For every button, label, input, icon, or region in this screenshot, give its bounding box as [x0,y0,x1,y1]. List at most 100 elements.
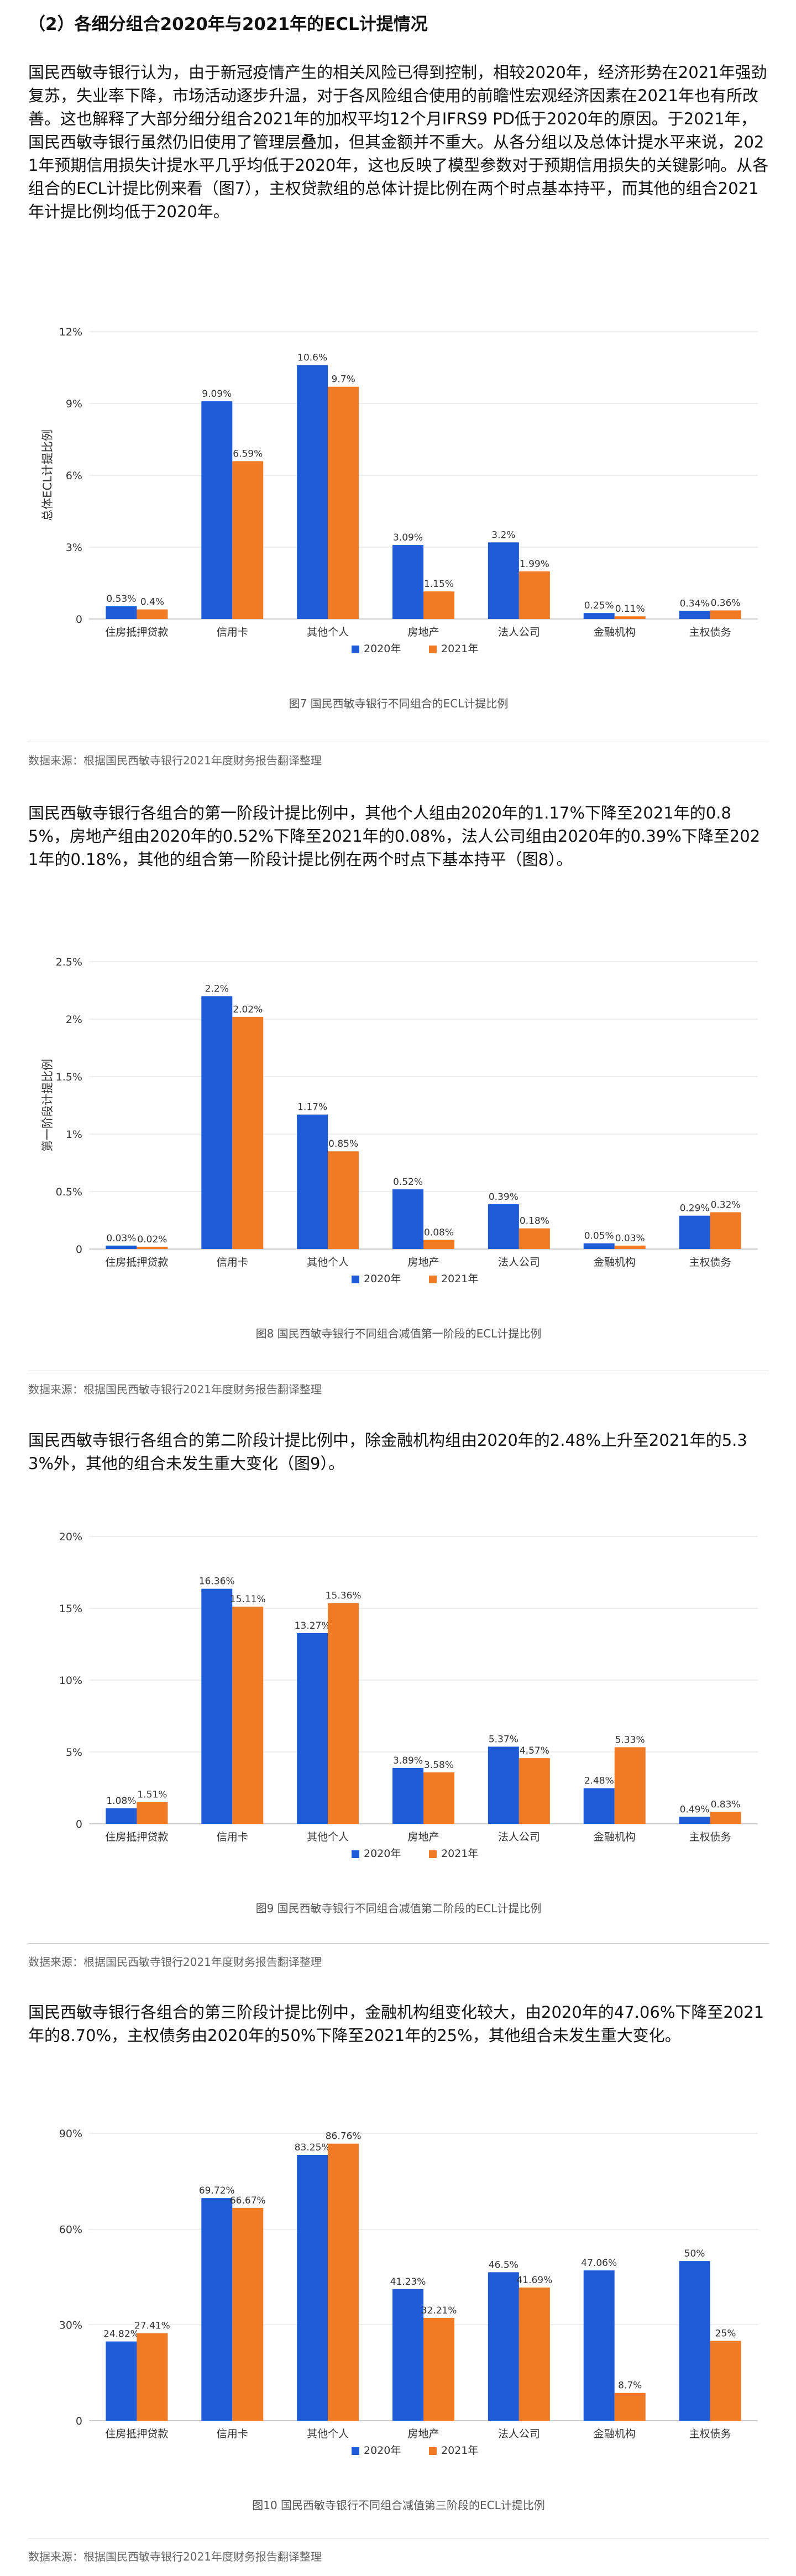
y-tick-label: 1.5% [56,1071,82,1083]
x-tick-label: 房地产 [407,1256,439,1268]
bar-2020 [106,1808,137,1824]
data-label: 0.02% [137,1234,167,1245]
bar-2021 [710,1812,741,1824]
bar-2021 [137,2333,168,2421]
data-label: 3.89% [393,1755,423,1766]
source-note: 数据来源：根据国民西敏寺银行2021年度财务报告翻译整理 [28,1383,322,1396]
data-label: 9.7% [332,374,355,385]
bar-2020 [297,1633,328,1824]
data-label: 0.52% [393,1177,423,1188]
data-label: 10.6% [297,353,327,364]
bar-2021 [423,1772,454,1824]
bar-2021 [137,609,168,619]
x-tick-label: 金融机构 [594,1256,636,1268]
y-axis-title: 总体ECL计提比例 [41,429,54,521]
data-label: 0.05% [584,1231,614,1242]
x-tick-label: 主权债务 [689,626,731,638]
legend-swatch [429,1276,437,1283]
x-tick-label: 主权债务 [689,1256,731,1268]
bar-2021 [710,1212,741,1249]
bar-2021 [614,1245,646,1249]
x-tick-label: 住房抵押贷款 [105,1256,168,1268]
bar-2021 [328,1603,359,1824]
figure-10-chart: 0 30% 60% 90% 24.82%27.41% 住房抵押贷款 69.72%66.67%… [59,2128,758,2512]
bar-2021 [137,1246,168,1249]
figure-9-chart: 0 5% 10% 15% 20% 1.08%1.51% 住房抵押贷款 16.36% 15.11%… [59,1531,758,1915]
legend-label: 2021年 [441,2444,478,2457]
legend-label: 2020年 [364,643,401,655]
bar-2020 [679,1817,710,1824]
data-label: 5.33% [615,1734,645,1745]
figure-caption: 图8 国民西敏寺银行不同组合减值第一阶段的ECL计提比例 [256,1327,542,1340]
data-label: 4.57% [520,1745,549,1756]
y-tick-label: 0 [76,613,82,626]
legend-label: 2020年 [364,2444,401,2457]
data-label: 0.29% [680,1203,710,1214]
data-label: 41.69% [516,2275,552,2286]
bar-2020 [297,365,328,619]
x-tick-label: 信用卡 [217,626,248,638]
bar-2021 [423,591,454,619]
bar-2020 [392,2289,423,2421]
bar-2021 [232,461,264,619]
legend-label: 2020年 [364,1848,401,1860]
bar-2021 [519,1228,550,1249]
paragraph-stage-2: 国民西敏寺银行各组合的第二阶段计提比例中，除金融机构组由2020年的2.48%上… [28,1431,747,1473]
y-tick-label: 1% [66,1129,82,1141]
y-tick-label: 6% [66,470,82,482]
data-label: 2.02% [233,1004,263,1015]
y-tick-label: 2.5% [56,956,82,968]
data-label: 69.72% [199,2185,235,2196]
legend-label: 2020年 [364,1273,401,1285]
bar-2020 [297,1114,328,1249]
y-tick-label: 20% [59,1531,82,1543]
data-label: 1.08% [106,1796,136,1807]
bar-2021 [614,1747,646,1824]
y-tick-label: 0 [76,2415,82,2427]
y-tick-label: 0 [76,1244,82,1256]
data-label: 50% [684,2248,705,2259]
y-tick-label: 0 [76,1818,82,1830]
data-label: 0.53% [106,594,136,605]
bar-2020 [583,1788,615,1824]
paragraph-stage-3: 国民西敏寺银行各组合的第三阶段计提比例中，金融机构组变化较大，由2020年的47… [28,2003,764,2045]
legend-label: 2021年 [441,1273,478,1285]
bar-2020 [488,1204,519,1249]
x-tick-label: 住房抵押贷款 [105,626,168,638]
data-label: 16.36% [199,1576,235,1587]
data-label: 0.03% [106,1233,136,1244]
data-label: 1.51% [137,1790,167,1801]
bar-2020 [488,542,519,619]
x-tick-label: 金融机构 [594,2428,636,2440]
bar-2020 [106,2341,137,2421]
x-tick-label: 信用卡 [217,1831,248,1843]
y-tick-label: 3% [66,542,82,554]
source-note: 数据来源：根据国民西敏寺银行2021年度财务报告翻译整理 [28,2550,322,2563]
figure-caption: 图10 国民西敏寺银行不同组合减值第三阶段的ECL计提比例 [252,2499,545,2512]
data-label: 3.2% [491,529,515,541]
bar-2020 [583,2270,615,2421]
legend-label: 2021年 [441,1848,478,1860]
x-tick-label: 法人公司 [498,1256,540,1268]
y-tick-label: 15% [59,1603,82,1615]
bar-2021 [328,1151,359,1249]
figure-caption: 图9 国民西敏寺银行不同组合减值第二阶段的ECL计提比例 [256,1902,542,1915]
figure-7: 0 3% 6% 9% 12% 总体ECL计提比例 0.53% 0.4% 住房抵押贷款 9.09% 6… [28,309,769,730]
data-label: 66.67% [230,2195,266,2206]
legend-swatch [352,1850,359,1858]
data-label: 1.17% [297,1102,327,1113]
data-label: 32.21% [421,2305,457,2316]
data-label: 1.15% [424,579,454,590]
bar-2020 [392,1189,423,1249]
paragraph-stage-1: 国民西敏寺银行各组合的第一阶段计提比例中，其他个人组由2020年的1.17%下降… [28,804,761,869]
bar-2020 [106,606,137,619]
x-tick-label: 住房抵押贷款 [105,1831,168,1843]
data-label: 0.11% [615,604,645,615]
bar-2020 [488,2272,519,2421]
x-tick-label: 其他个人 [307,1256,349,1268]
y-tick-label: 12% [59,326,82,338]
x-tick-label: 法人公司 [498,1831,540,1843]
x-tick-label: 房地产 [407,2428,439,2440]
x-tick-label: 主权债务 [689,1831,731,1843]
y-tick-label: 9% [66,398,82,410]
